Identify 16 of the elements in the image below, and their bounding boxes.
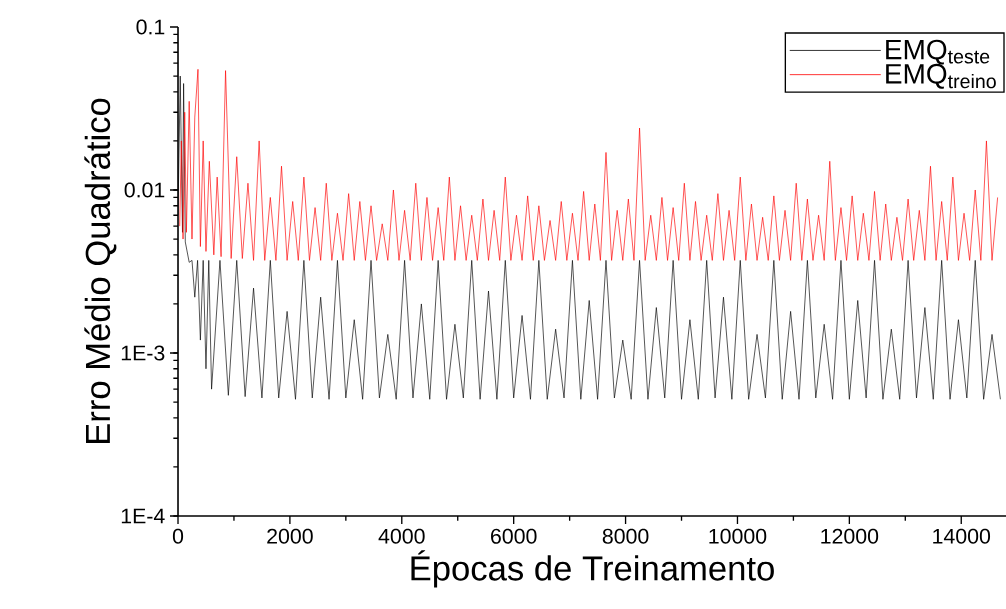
y-tick-label: 0.1	[136, 19, 165, 35]
y-tick-label: 1E-4	[121, 508, 165, 524]
x-tick-label: 8000	[602, 528, 649, 544]
y-tick-label: 0.01	[124, 182, 165, 198]
legend-label: EMQ$_{treino}$	[886, 63, 996, 89]
x-axis-title: Épocas de Treinamento	[411, 550, 774, 588]
x-tick-label: 12000	[821, 528, 879, 544]
x-tick-label: 6000	[491, 528, 537, 544]
x-tick-label: 0	[172, 528, 184, 544]
x-tick-label: 10000	[709, 528, 767, 544]
x-tick-label: 4000	[378, 528, 425, 544]
x-tick-label: 2000	[267, 528, 313, 544]
y-tick-label: 1E-3	[121, 345, 165, 361]
legend-label: EMQ$_{teste}$	[886, 39, 990, 65]
x-tick-label: 14000	[933, 528, 991, 544]
y-axis-title: Erro Médio Quadrático	[84, 98, 117, 444]
